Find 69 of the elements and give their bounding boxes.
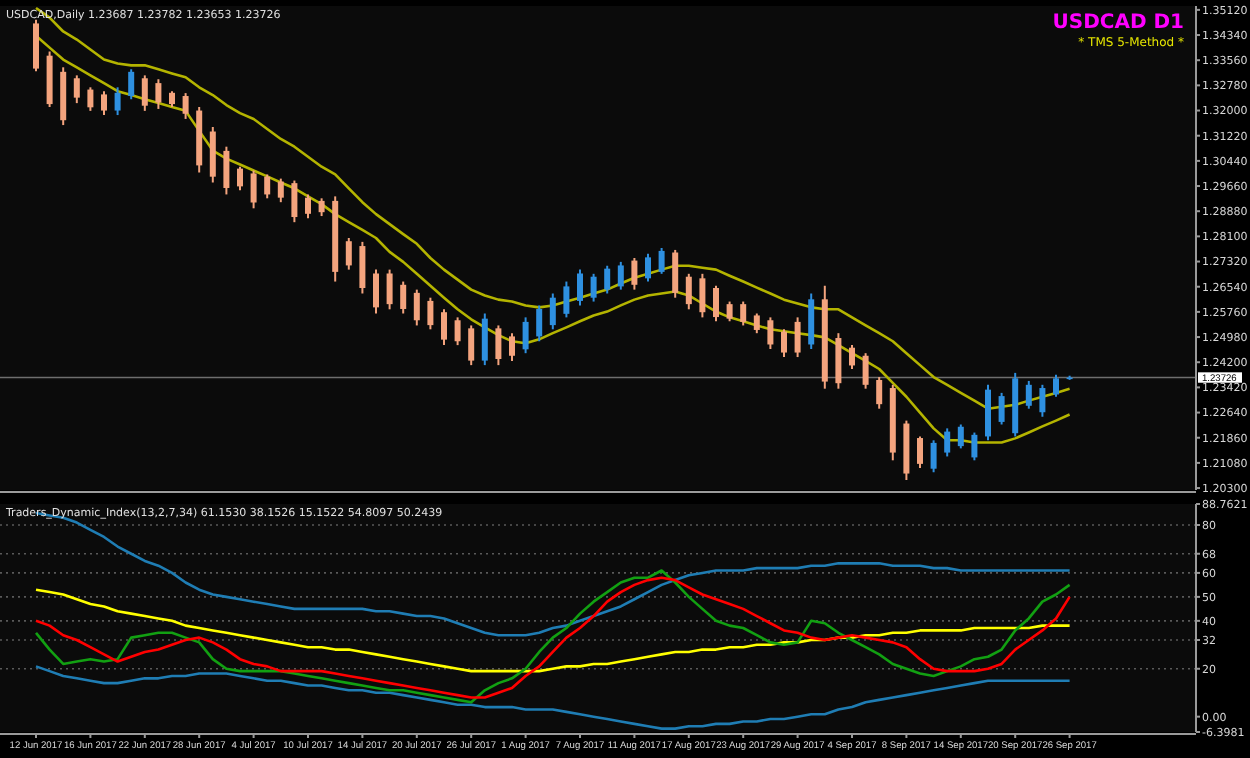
candlestick — [985, 383, 991, 442]
candlestick — [264, 173, 271, 200]
candlestick — [128, 68, 135, 101]
candlestick — [577, 268, 583, 307]
candlestick — [549, 292, 556, 331]
candlestick — [1053, 373, 1059, 398]
candlestick — [726, 300, 733, 323]
candlestick — [685, 272, 692, 311]
candlestick — [631, 257, 638, 291]
candlestick — [237, 165, 243, 192]
candlestick — [73, 74, 80, 105]
candlestick — [250, 169, 257, 210]
candlestick — [645, 252, 651, 283]
candlestick — [209, 126, 216, 184]
candlestick — [427, 296, 434, 331]
candlestick — [1025, 379, 1032, 410]
candlestick — [454, 316, 461, 347]
candlestick — [998, 391, 1005, 426]
annotation: USDCAD D1 — [1052, 12, 1185, 34]
candlestick — [740, 300, 747, 327]
candlestick — [781, 328, 787, 359]
candlestick — [468, 324, 475, 367]
candlestick — [604, 264, 611, 295]
candlestick — [33, 18, 39, 73]
candlestick — [509, 332, 515, 362]
candlestick — [849, 344, 855, 370]
candlestick — [291, 179, 298, 224]
candlestick — [359, 240, 366, 295]
candlestick — [101, 90, 107, 117]
candlestick — [808, 292, 815, 350]
candlestick — [481, 312, 488, 367]
candlestick — [441, 308, 447, 347]
candlestick — [794, 316, 801, 359]
candlestick — [386, 268, 393, 311]
candlestick — [944, 427, 951, 458]
candlestick — [658, 247, 665, 275]
candlestick — [835, 332, 842, 390]
candlestick — [277, 177, 284, 204]
candlestick — [917, 435, 923, 470]
candlestick — [563, 280, 570, 319]
candlestick — [753, 312, 760, 335]
candlestick — [536, 304, 543, 343]
line-series — [34, 588, 1071, 673]
candlestick — [114, 86, 121, 117]
candlestick — [87, 86, 94, 112]
candlestick — [971, 431, 978, 462]
candlestick — [522, 316, 529, 355]
candlestick — [223, 145, 230, 196]
candlestick — [345, 237, 352, 271]
candlestick — [713, 284, 719, 323]
candlestick — [957, 423, 964, 450]
candlestick — [400, 280, 407, 315]
line-series — [34, 665, 1071, 730]
candlestick — [305, 193, 311, 220]
candlestick — [495, 324, 502, 367]
candlestick — [373, 268, 379, 315]
candlestick — [876, 376, 883, 410]
candlestick — [699, 272, 706, 319]
candlestick — [413, 288, 420, 327]
candlestick — [672, 248, 679, 299]
candlestick — [767, 316, 774, 350]
candlestick — [617, 260, 624, 291]
candlestick — [141, 74, 148, 112]
candlestick — [590, 272, 597, 303]
candlestick — [862, 352, 869, 390]
candlestick — [1039, 383, 1046, 418]
candlestick — [930, 439, 937, 474]
candlestick — [155, 78, 162, 110]
candlestick — [182, 92, 189, 120]
